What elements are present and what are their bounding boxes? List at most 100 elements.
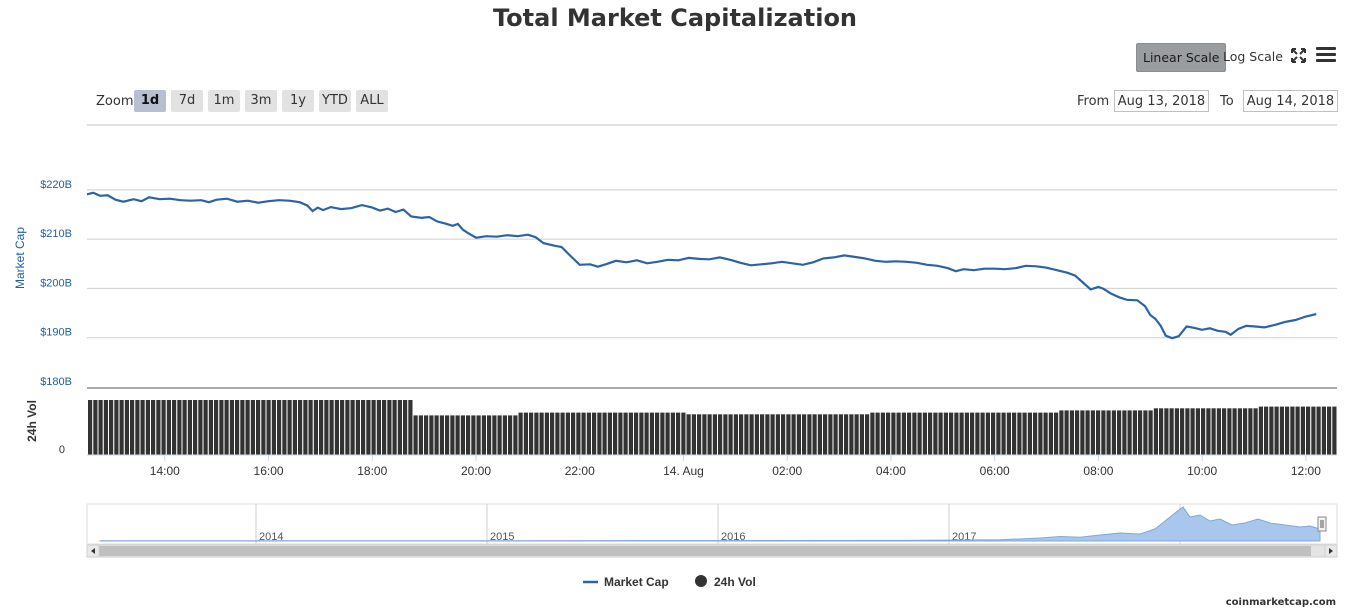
volume-bar — [775, 414, 780, 455]
volume-bar — [870, 412, 875, 455]
volume-bar — [266, 400, 271, 455]
volume-bar — [896, 412, 901, 455]
volume-bar — [1043, 412, 1048, 455]
navigator-year-label: 2015 — [490, 531, 514, 543]
volume-bar — [823, 414, 828, 455]
navigator-handle[interactable] — [1317, 516, 1327, 532]
from-date-input[interactable]: Aug 13, 2018 — [1114, 90, 1209, 112]
volume-bar — [298, 400, 303, 455]
zoom-1d-button[interactable]: 1d — [134, 90, 166, 112]
volume-bar — [975, 412, 980, 455]
volume-bar — [329, 400, 334, 455]
volume-bar — [560, 412, 565, 455]
volume-bar — [1148, 410, 1153, 455]
volume-bar — [849, 414, 854, 455]
volume-bar — [550, 412, 555, 455]
linear-scale-button[interactable]: Linear Scale — [1136, 43, 1227, 72]
volume-bar — [875, 412, 880, 455]
volume-bar — [933, 412, 938, 455]
volume-bar — [954, 412, 959, 455]
volume-bar — [1332, 406, 1337, 455]
legend-24h-vol[interactable]: 24h Vol — [714, 575, 756, 589]
volume-bar — [891, 412, 896, 455]
volume-bar — [660, 412, 665, 455]
zoom-7d-button[interactable]: 7d — [171, 90, 203, 112]
volume-bar — [1306, 406, 1311, 455]
volume-bar — [1006, 412, 1011, 455]
volume-bar — [245, 400, 250, 455]
volume-bar — [1138, 410, 1143, 455]
volume-bar — [1180, 408, 1185, 456]
credit-link[interactable]: coinmarketcap.com — [1225, 597, 1336, 608]
volume-bar — [334, 400, 339, 455]
volume-bar — [1222, 408, 1227, 456]
zoom-label: Zoom — [96, 94, 134, 109]
zoom-1y-button[interactable]: 1y — [282, 90, 314, 112]
volume-bar — [1195, 408, 1200, 456]
volume-bar — [193, 400, 198, 455]
volume-bar — [487, 415, 492, 455]
volume-bar — [1290, 406, 1295, 455]
volume-bar — [760, 414, 765, 455]
y-grid — [87, 189, 1337, 339]
volume-bar — [1237, 408, 1242, 456]
volume-bar — [613, 412, 618, 455]
zoom-all-button[interactable]: ALL — [356, 90, 388, 112]
volume-bar — [886, 412, 891, 455]
navigator-year-label: 2016 — [721, 531, 745, 543]
x-axis-ticks: 14:00 16:00 18:00 20:00 22:00 14. Aug 02:00 04:… — [150, 455, 1321, 478]
zoom-ytd-button[interactable]: YTD — [319, 90, 351, 112]
volume-bar — [912, 412, 917, 455]
volume-bar — [1253, 408, 1258, 456]
volume-bar — [1153, 408, 1158, 456]
volume-bar — [907, 412, 912, 455]
y-tick-label: $200B — [40, 277, 72, 289]
volume-bar — [964, 412, 969, 455]
volume-bar — [450, 415, 455, 455]
volume-zero-label: 0 — [59, 444, 65, 456]
volume-bar — [277, 400, 282, 455]
volume-bar — [597, 412, 602, 455]
fullscreen-icon[interactable] — [1290, 47, 1307, 64]
zoom-3m-button[interactable]: 3m — [245, 90, 277, 112]
volume-bar — [681, 412, 686, 455]
x-tick-label: 20:00 — [461, 464, 491, 478]
volume-bar — [261, 400, 266, 455]
volume-bar — [271, 400, 276, 455]
volume-bar — [1174, 408, 1179, 456]
log-scale-button[interactable]: Log Scale — [1223, 49, 1283, 64]
volume-bar — [481, 415, 486, 455]
volume-bar — [1080, 410, 1085, 455]
volume-bar — [1164, 408, 1169, 456]
volume-bar — [177, 400, 182, 455]
volume-bar — [1012, 412, 1017, 455]
volume-bar — [838, 414, 843, 455]
volume-bar — [592, 412, 597, 455]
y-axis-title: Market Cap — [13, 227, 27, 289]
volume-bar — [634, 412, 639, 455]
legend-market-cap[interactable]: Market Cap — [604, 575, 669, 589]
x-tick-label: 16:00 — [254, 464, 284, 478]
volume-bar — [844, 414, 849, 455]
volume-bar — [471, 415, 476, 455]
navigator: 20142015201620172018 — [86, 503, 1338, 558]
volume-bar — [1258, 406, 1263, 455]
volume-bar — [303, 400, 308, 455]
zoom-1m-button[interactable]: 1m — [208, 90, 240, 112]
volume-bar — [1143, 410, 1148, 455]
y-tick-label: $210B — [40, 228, 72, 240]
hamburger-menu-icon[interactable] — [1316, 47, 1336, 63]
volume-bar — [345, 400, 350, 455]
volume-bar — [581, 412, 586, 455]
volume-bar — [103, 400, 108, 455]
to-date-input[interactable]: Aug 14, 2018 — [1243, 90, 1338, 112]
volume-bar — [733, 414, 738, 455]
volume-bar — [1300, 406, 1305, 455]
volume-bar — [114, 400, 119, 455]
scrollbar-thumb[interactable] — [99, 546, 1311, 556]
volume-bar — [686, 414, 691, 455]
market-cap-series-line — [86, 191, 1317, 340]
x-tick-label: 06:00 — [980, 464, 1010, 478]
volume-bar — [492, 415, 497, 455]
volume-bar — [1159, 408, 1164, 456]
